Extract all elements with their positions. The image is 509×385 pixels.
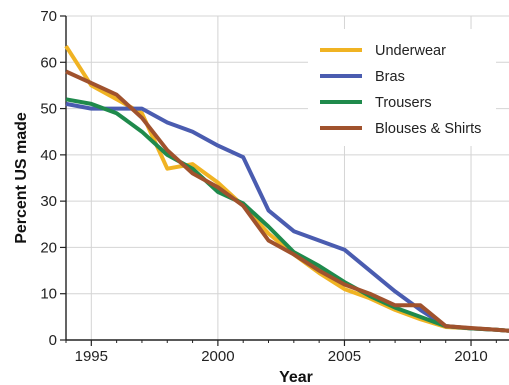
x-axis-title: Year [279, 369, 313, 385]
legend-label: Blouses & Shirts [375, 121, 481, 137]
legend-label: Bras [375, 69, 405, 85]
y-axis-title: Percent US made [13, 112, 30, 244]
y-tick-label: 40 [40, 147, 57, 164]
y-tick-label: 30 [40, 193, 57, 210]
y-tick-label: 70 [40, 8, 57, 25]
series-line-blouses-shirts [65, 69, 509, 333]
legend-label: Trousers [375, 95, 432, 111]
x-tick-label: 2010 [454, 348, 487, 365]
y-tick-label: 60 [40, 54, 57, 71]
legend-label: Underwear [375, 43, 446, 59]
series-lines [64, 45, 509, 333]
y-tick-label: 10 [40, 286, 57, 303]
legend: Underwear Bras Trousers Blouses & Shirts [308, 29, 496, 146]
y-tick-label: 0 [49, 332, 57, 349]
axes: 0 10 20 30 40 50 60 70 1995 2000 2005 2010 [40, 8, 509, 365]
y-tick-label: 20 [40, 239, 57, 256]
x-tick-label: 2000 [201, 348, 234, 365]
x-tick-label: 1995 [75, 348, 108, 365]
y-tick-label: 50 [40, 101, 57, 118]
x-tick-label: 2005 [328, 348, 361, 365]
